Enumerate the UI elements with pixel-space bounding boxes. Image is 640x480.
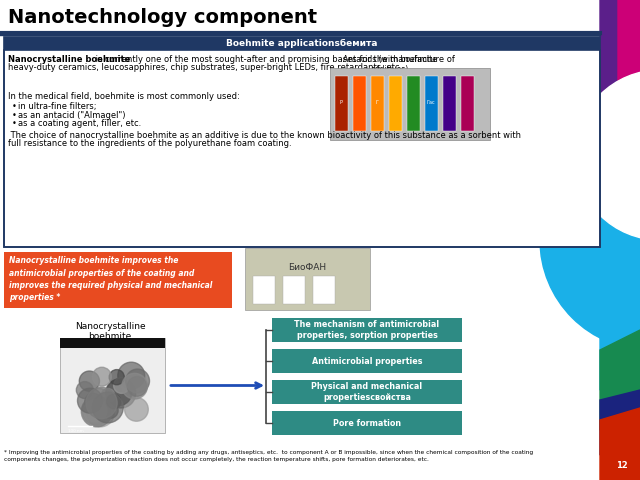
Text: Nanotechnology component: Nanotechnology component: [8, 8, 317, 27]
Polygon shape: [618, 0, 640, 150]
Circle shape: [81, 396, 112, 427]
Text: Nanocrystalline boehmite improves the
antimicrobial properties of the coating an: Nanocrystalline boehmite improves the an…: [9, 256, 212, 302]
Text: Nanocrystalline
boehmite: Nanocrystalline boehmite: [75, 322, 145, 341]
Circle shape: [89, 401, 105, 418]
Text: •: •: [12, 102, 17, 111]
Circle shape: [127, 377, 147, 396]
Text: full resistance to the ingredients of the polyurethane foam coating.: full resistance to the ingredients of th…: [8, 139, 292, 147]
Text: 100 nm: 100 nm: [68, 429, 84, 433]
FancyBboxPatch shape: [407, 76, 420, 131]
FancyBboxPatch shape: [353, 76, 366, 131]
Text: as an antacid ("Almagel"): as an antacid ("Almagel"): [18, 110, 125, 120]
FancyBboxPatch shape: [425, 76, 438, 131]
FancyBboxPatch shape: [283, 276, 305, 304]
FancyBboxPatch shape: [313, 276, 335, 304]
Circle shape: [77, 388, 102, 413]
FancyBboxPatch shape: [272, 349, 462, 373]
FancyBboxPatch shape: [253, 276, 275, 304]
Circle shape: [83, 397, 111, 425]
Text: The mechanism of antimicrobial
properties, sorption properties: The mechanism of antimicrobial propertie…: [294, 320, 440, 340]
Text: •: •: [12, 119, 17, 128]
Circle shape: [125, 369, 150, 393]
Text: БиоФАН: БиоФАН: [289, 264, 326, 273]
Text: heavy-duty ceramics, leucosapphires, chip substrates, super-bright LEDs, fire re: heavy-duty ceramics, leucosapphires, chi…: [8, 63, 402, 72]
Text: The choice of nanocrystalline boehmite as an additive is due to the known bioact: The choice of nanocrystalline boehmite a…: [8, 131, 521, 140]
Text: Г: Г: [376, 100, 378, 106]
FancyBboxPatch shape: [335, 76, 348, 131]
Circle shape: [76, 382, 93, 398]
Polygon shape: [600, 408, 640, 480]
Circle shape: [113, 377, 129, 394]
FancyBboxPatch shape: [272, 318, 462, 342]
Text: Antacids (with boehmite
additives): Antacids (with boehmite additives): [343, 55, 437, 74]
FancyBboxPatch shape: [389, 76, 402, 131]
Text: as a coating agent, filler, etc.: as a coating agent, filler, etc.: [18, 119, 141, 128]
Text: Antimicrobial properties: Antimicrobial properties: [312, 357, 422, 365]
Circle shape: [106, 394, 121, 409]
FancyBboxPatch shape: [4, 37, 600, 50]
FancyBboxPatch shape: [60, 338, 165, 348]
Text: •: •: [12, 110, 17, 120]
Circle shape: [575, 70, 640, 240]
Text: Р: Р: [340, 100, 342, 106]
FancyBboxPatch shape: [461, 76, 474, 131]
Circle shape: [86, 387, 117, 419]
Polygon shape: [600, 330, 640, 430]
FancyBboxPatch shape: [371, 76, 384, 131]
Circle shape: [125, 397, 148, 421]
Text: * Improving the antimicrobial properties of the coating by adding any drugs, ant: * Improving the antimicrobial properties…: [4, 450, 533, 462]
Circle shape: [118, 362, 145, 389]
Text: Nanocrystalline boehmite: Nanocrystalline boehmite: [8, 55, 131, 64]
Polygon shape: [600, 0, 640, 200]
Text: Pore formation: Pore formation: [333, 419, 401, 428]
Polygon shape: [600, 390, 640, 455]
Text: is currently one of the most sought-after and promising bases for the manufactur: is currently one of the most sought-afte…: [93, 55, 455, 64]
Text: 12: 12: [616, 461, 628, 470]
FancyBboxPatch shape: [272, 380, 462, 404]
Circle shape: [122, 373, 147, 399]
Text: Boehmite applicationsбемита: Boehmite applicationsбемита: [227, 39, 378, 48]
Text: in ultra-fine filters;: in ultra-fine filters;: [18, 102, 97, 111]
Circle shape: [87, 399, 114, 427]
Circle shape: [101, 388, 115, 402]
Circle shape: [84, 400, 107, 422]
Circle shape: [106, 378, 136, 408]
Text: In the medical field, boehmite is most commonly used:: In the medical field, boehmite is most c…: [8, 92, 240, 101]
Circle shape: [86, 388, 111, 414]
Circle shape: [84, 393, 102, 410]
Circle shape: [79, 371, 99, 391]
Circle shape: [102, 403, 118, 419]
FancyBboxPatch shape: [272, 411, 462, 435]
Polygon shape: [600, 80, 640, 390]
Circle shape: [540, 130, 640, 350]
FancyBboxPatch shape: [60, 338, 165, 433]
FancyBboxPatch shape: [245, 248, 370, 310]
Circle shape: [106, 380, 132, 406]
Text: Physical and mechanical
propertiesсвойства: Physical and mechanical propertiesсвойст…: [312, 382, 422, 402]
Circle shape: [109, 370, 124, 385]
FancyBboxPatch shape: [443, 76, 456, 131]
Text: Гас: Гас: [427, 100, 435, 106]
Circle shape: [92, 392, 124, 423]
FancyBboxPatch shape: [4, 50, 600, 247]
FancyBboxPatch shape: [330, 68, 490, 140]
Circle shape: [92, 367, 111, 386]
FancyBboxPatch shape: [4, 252, 232, 308]
